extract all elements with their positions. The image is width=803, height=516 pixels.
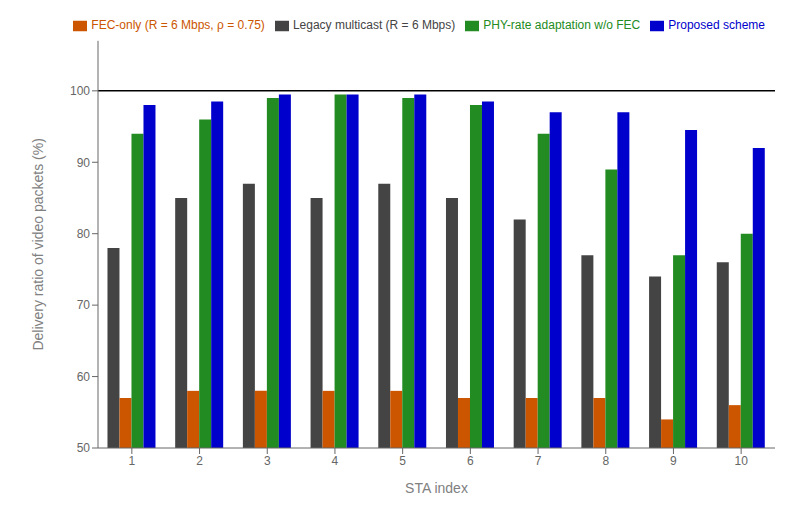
svg-text:4: 4: [332, 454, 339, 468]
svg-text:8: 8: [602, 454, 609, 468]
svg-text:50: 50: [77, 441, 91, 455]
svg-text:1: 1: [129, 454, 136, 468]
svg-text:9: 9: [670, 454, 677, 468]
svg-text:70: 70: [77, 298, 91, 312]
svg-text:STA index: STA index: [405, 480, 468, 496]
svg-text:10: 10: [734, 454, 748, 468]
svg-text:3: 3: [264, 454, 271, 468]
svg-text:2: 2: [196, 454, 203, 468]
html-text:Proposed scheme: Proposed scheme: [668, 18, 765, 32]
svg-text:90: 90: [77, 156, 91, 170]
svg-text:7: 7: [535, 454, 542, 468]
html-text:FEC-only (R = 6 Mbps, ρ = 0.75: FEC-only (R = 6 Mbps, ρ = 0.75): [91, 18, 265, 32]
svg-text:100: 100: [70, 84, 90, 98]
svg-text:5: 5: [399, 454, 406, 468]
html-text:Legacy multicast (R = 6 Mbps): Legacy multicast (R = 6 Mbps): [292, 18, 456, 32]
svg-text:6: 6: [467, 454, 474, 468]
svg-text:60: 60: [77, 370, 91, 384]
html-text:PHY-rate adaptation w/o FEC: PHY-rate adaptation w/o FEC: [483, 18, 641, 32]
svg-text:Delivery ratio of video packet: Delivery ratio of video packets (%): [30, 138, 46, 350]
svg-text:80: 80: [77, 227, 91, 241]
